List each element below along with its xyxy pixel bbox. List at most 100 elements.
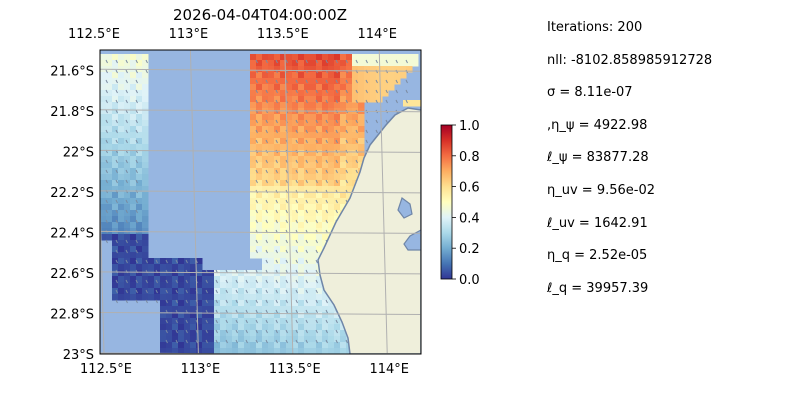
- field-cell: [118, 108, 125, 115]
- velocity-arrow: [175, 259, 178, 264]
- field-cell: [304, 204, 311, 211]
- field-cell: [292, 258, 299, 265]
- velocity-arrow: [345, 89, 348, 94]
- field-cell: [316, 288, 323, 295]
- field-cell: [250, 90, 257, 97]
- velocity-arrow: [325, 199, 328, 204]
- field-cell: [274, 120, 281, 127]
- field-cell: [208, 294, 215, 301]
- field-cell: [124, 252, 131, 259]
- field-cell: [262, 66, 269, 73]
- field-cell: [340, 204, 347, 211]
- field-cell: [196, 258, 203, 265]
- field-cell: [304, 252, 311, 259]
- field-cell: [286, 102, 293, 109]
- field-cell: [364, 90, 371, 97]
- field-cell: [310, 234, 317, 241]
- field-cell: [214, 348, 221, 354]
- field-cell: [358, 144, 365, 151]
- velocity-arrow: [275, 319, 278, 324]
- field-cell: [274, 102, 281, 109]
- field-cell: [304, 300, 311, 307]
- velocity-arrow: [265, 59, 268, 64]
- field-cell: [358, 102, 365, 109]
- field-cell: [256, 114, 263, 121]
- velocity-arrow: [255, 159, 258, 164]
- field-cell: [124, 216, 131, 223]
- field-cell: [322, 114, 329, 121]
- field-cell: [142, 60, 149, 67]
- field-cell: [298, 342, 305, 349]
- field-cell: [310, 318, 317, 325]
- field-cell: [364, 84, 371, 91]
- velocity-arrow: [205, 319, 208, 324]
- field-cell: [292, 246, 299, 253]
- field-cell: [166, 306, 173, 313]
- field-cell: [316, 102, 323, 109]
- field-cell: [340, 96, 347, 103]
- field-cell: [148, 264, 155, 271]
- field-cell: [238, 324, 245, 331]
- velocity-arrow: [135, 209, 138, 214]
- velocity-arrow: [265, 79, 268, 84]
- field-cell: [316, 150, 323, 157]
- field-cell: [124, 150, 131, 157]
- field-cell: [142, 90, 149, 97]
- field-cell: [172, 264, 179, 271]
- field-cell: [310, 324, 317, 331]
- field-cell: [322, 60, 329, 67]
- axis-ticks: 112.5°E112.5°E113°E113°E113.5°E113.5°E11…: [50, 27, 409, 377]
- field-cell: [196, 324, 203, 331]
- field-cell: [340, 132, 347, 139]
- field-cell: [352, 138, 359, 145]
- field-cell: [334, 180, 341, 187]
- field-cell: [142, 210, 149, 217]
- field-cell: [292, 288, 299, 295]
- field-cell: [298, 90, 305, 97]
- field-cell: [118, 294, 125, 301]
- field-cell: [220, 270, 227, 277]
- velocity-arrow: [255, 199, 258, 204]
- field-cell: [112, 198, 119, 205]
- field-cell: [142, 204, 149, 211]
- field-cell: [292, 240, 299, 247]
- velocity-arrow: [135, 199, 138, 204]
- field-cell: [136, 264, 143, 271]
- field-cell: [286, 168, 293, 175]
- field-cell: [250, 114, 257, 121]
- velocity-arrow: [345, 159, 348, 164]
- field-cell: [304, 180, 311, 187]
- velocity-arrow: [285, 199, 288, 204]
- field-cell: [250, 102, 257, 109]
- velocity-arrow: [375, 119, 378, 124]
- field-cell: [250, 324, 257, 331]
- field-cell: [166, 312, 173, 319]
- field-cell: [106, 156, 113, 163]
- field-cell: [124, 258, 131, 265]
- velocity-arrow: [135, 79, 138, 84]
- field-cell: [130, 168, 137, 175]
- velocity-arrow: [115, 79, 118, 84]
- field-cell: [244, 300, 251, 307]
- field-cell: [274, 348, 281, 354]
- field-cell: [142, 258, 149, 265]
- field-cell: [352, 102, 359, 109]
- field-cell: [124, 156, 131, 163]
- field-cell: [298, 156, 305, 163]
- field-cell: [244, 282, 251, 289]
- field-cell: [208, 270, 215, 277]
- velocity-arrow: [135, 139, 138, 144]
- field-cell: [118, 222, 125, 229]
- field-cell: [124, 264, 131, 271]
- field-cell: [394, 78, 401, 85]
- field-cell: [316, 282, 323, 289]
- field-cell: [304, 228, 311, 235]
- field-cell: [322, 318, 329, 325]
- field-cell: [364, 60, 371, 67]
- field-cell: [184, 294, 191, 301]
- field-cell: [148, 294, 155, 301]
- field-cell: [394, 60, 401, 67]
- field-cell: [310, 252, 317, 259]
- velocity-arrow: [125, 199, 128, 204]
- field-cell: [304, 90, 311, 97]
